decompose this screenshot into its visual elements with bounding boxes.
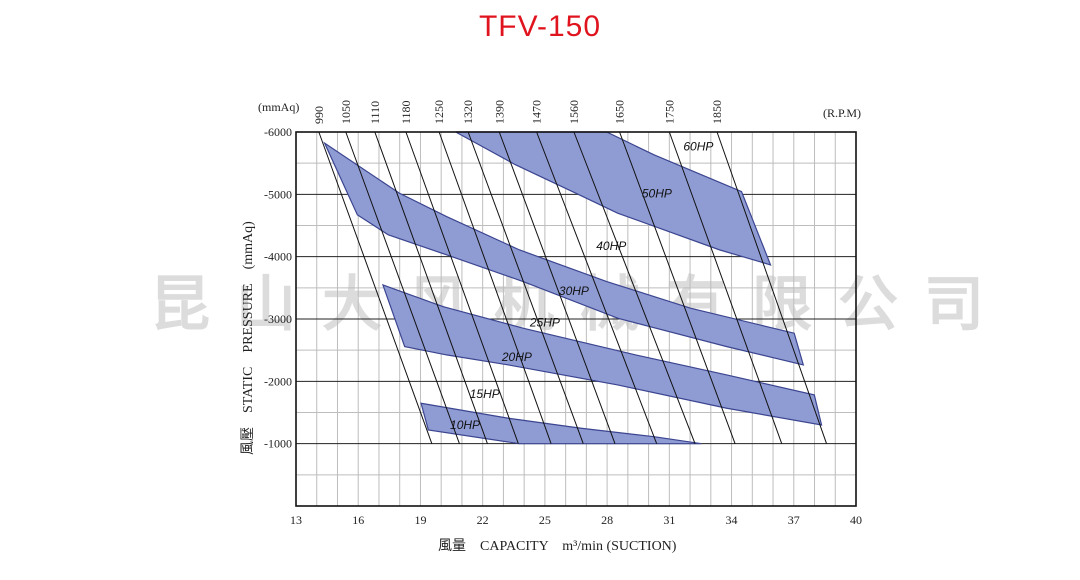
power-band (323, 141, 805, 366)
y-unit-label: (mmAq) (258, 100, 299, 114)
rpm-line (374, 131, 488, 444)
rpm-label: 990 (312, 106, 326, 124)
chart-title: TFV-150 (478, 10, 602, 43)
rpm-line (405, 131, 519, 444)
power-band (420, 402, 702, 445)
rpm-unit-label: (R.P.M) (823, 106, 861, 120)
rpm-line (498, 131, 616, 444)
y-tick-label: -4000 (264, 250, 292, 264)
rpm-label: 1180 (399, 100, 413, 124)
labels: 13 16 19 22 25 28 31 34 37 40 -1000 -2000 -3000 -4000… (264, 100, 862, 527)
hp-label: 15HP (470, 387, 500, 401)
rpm-label: 1250 (432, 100, 446, 124)
x-tick-label: 25 (539, 513, 551, 527)
plot-frame (295, 131, 857, 507)
rpm-line (318, 131, 433, 444)
y-tick-label: -5000 (264, 187, 292, 201)
hp-label: 20HP (501, 350, 532, 364)
rpm-label: 1750 (662, 100, 676, 124)
rpm-label: 1650 (613, 100, 627, 124)
rpm-line (716, 131, 828, 444)
y-tick-label: -3000 (264, 312, 292, 326)
rpm-lines (318, 131, 828, 444)
x-axis-label: 風量 CAPACITY m³/min (SUCTION) (438, 538, 677, 554)
rpm-label: 1390 (492, 100, 506, 124)
hp-label: 50HP (642, 187, 672, 201)
hp-label: 10HP (450, 418, 480, 432)
x-tick-label: 28 (601, 513, 613, 527)
x-tick-label: 34 (726, 513, 738, 527)
x-tick-label: 31 (663, 513, 675, 527)
y-tick-label: -2000 (264, 374, 292, 388)
y-axis-label: 風壓 STATIC PRESSURE (mmAq) (240, 221, 256, 455)
y-tick-label: -1000 (264, 437, 292, 451)
rpm-label: 1050 (339, 100, 353, 124)
power-band (381, 283, 823, 426)
hp-label: 60HP (683, 139, 713, 153)
rpm-line (438, 131, 552, 444)
rpm-label: 1320 (461, 100, 475, 124)
rpm-line (467, 131, 584, 444)
rpm-label: 1110 (368, 101, 382, 124)
rpm-label: 1560 (567, 100, 581, 124)
power-bands (323, 131, 823, 445)
y-tick-label: -6000 (264, 125, 292, 139)
x-tick-label: 40 (850, 513, 862, 527)
rpm-line (619, 131, 736, 444)
x-tick-label: 16 (352, 513, 364, 527)
rpm-label: 1850 (710, 100, 724, 124)
x-tick-label: 13 (290, 513, 302, 527)
rpm-line (668, 131, 783, 444)
x-tick-label: 37 (788, 513, 800, 527)
x-tick-label: 19 (414, 513, 426, 527)
rpm-line (345, 131, 460, 444)
hp-label: 25HP (529, 316, 560, 330)
hp-label: 30HP (559, 284, 589, 298)
rpm-line (536, 131, 658, 444)
power-band (455, 131, 772, 266)
hp-label: 40HP (596, 239, 626, 253)
rpm-line (573, 131, 696, 444)
rpm-label: 1470 (530, 100, 544, 124)
x-tick-label: 22 (477, 513, 489, 527)
